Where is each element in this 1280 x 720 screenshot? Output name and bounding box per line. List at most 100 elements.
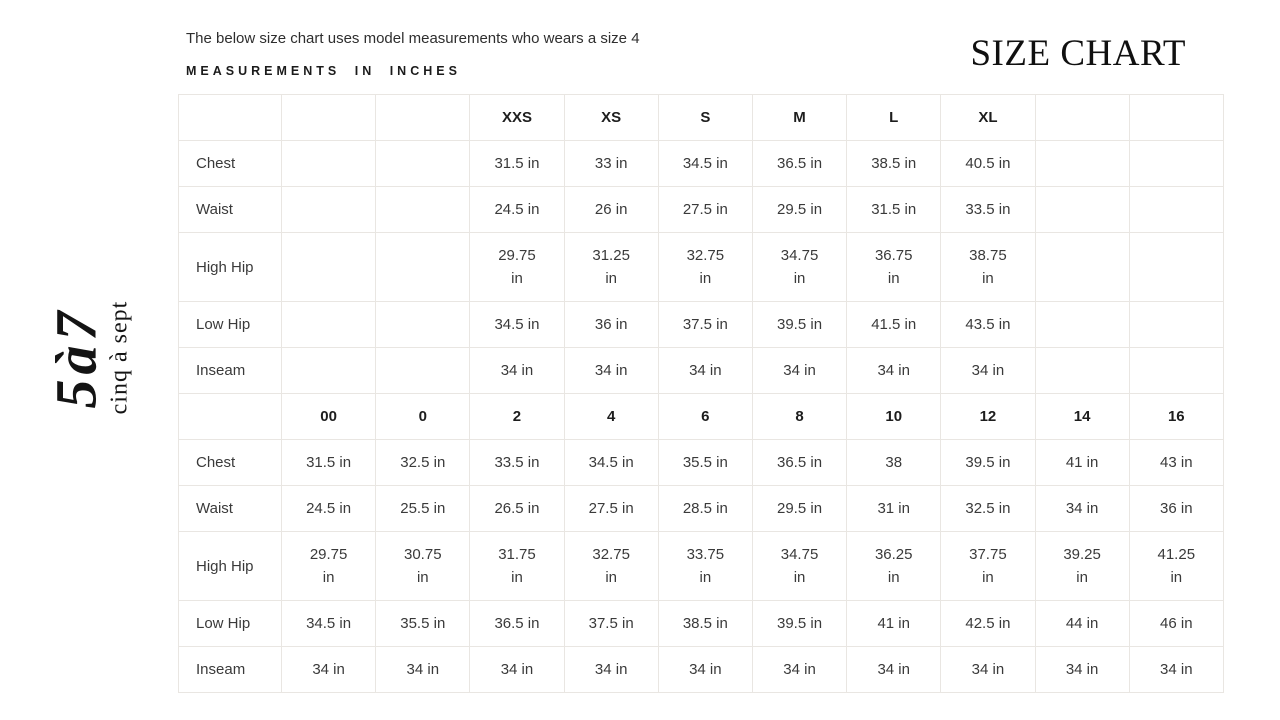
measurement-value-cell: 46 in bbox=[1128, 600, 1224, 647]
measurement-value-cell: 34 in bbox=[1128, 646, 1224, 693]
measurement-value-cell: 34 in bbox=[280, 646, 377, 693]
measurement-value-cell: 34 in bbox=[469, 646, 565, 693]
measurement-value-cell: 36 in bbox=[1128, 485, 1224, 532]
measurement-value-cell: 24.5 in bbox=[469, 186, 565, 233]
numeric-sizes-measurement-row: Inseam 34 in 34 in 34 in 34 in 34 in 34 in 34 i… bbox=[178, 646, 1224, 693]
measurement-value-cell bbox=[1034, 347, 1130, 394]
measurement-value-cell bbox=[280, 232, 377, 302]
measurement-value-cell: 34.75 in bbox=[751, 232, 848, 302]
measurement-value-cell: 42.5 in bbox=[940, 600, 1036, 647]
measurement-value-cell: 31.75 in bbox=[469, 531, 565, 601]
measurement-value-cell: 36.5 in bbox=[469, 600, 565, 647]
size-header-cell: 0 bbox=[375, 393, 471, 440]
measurement-value-cell bbox=[1128, 301, 1224, 348]
brand-logo: 5à7 cinq à sept bbox=[10, 273, 170, 443]
measurement-value-cell bbox=[375, 232, 471, 302]
measurement-value-cell: 26.5 in bbox=[469, 485, 565, 532]
measurement-value-cell bbox=[375, 140, 471, 187]
size-header-cell: L bbox=[846, 94, 942, 141]
measurement-value-cell: 32.75 in bbox=[563, 531, 659, 601]
measurements-note: MEASUREMENTS IN INCHES bbox=[186, 64, 461, 78]
measurement-value-cell: 34 in bbox=[375, 646, 471, 693]
measurement-value-cell: 38.5 in bbox=[657, 600, 753, 647]
size-header-cell: 10 bbox=[846, 393, 942, 440]
measurement-value-cell: 34 in bbox=[657, 646, 753, 693]
size-header-cell: 6 bbox=[657, 393, 753, 440]
measurement-value-cell: 29.5 in bbox=[751, 485, 848, 532]
measurement-value-cell: 34.5 in bbox=[657, 140, 753, 187]
measurement-value-cell bbox=[1128, 347, 1224, 394]
measurement-value-cell: 29.75 in bbox=[280, 531, 377, 601]
measurement-value-cell: 33.5 in bbox=[940, 186, 1036, 233]
measurement-value-cell: 36.5 in bbox=[751, 439, 848, 486]
size-header-cell: XXS bbox=[469, 94, 565, 141]
measurement-value-cell: 36.5 in bbox=[751, 140, 848, 187]
measurement-value-cell: 35.5 in bbox=[657, 439, 753, 486]
size-header-cell: 12 bbox=[940, 393, 1036, 440]
numeric-sizes-measurement-row: Low Hip 34.5 in 35.5 in 36.5 in 37.5 in 38.5 … bbox=[178, 600, 1224, 647]
measurement-label: High Hip bbox=[178, 232, 282, 302]
measurement-label: Chest bbox=[178, 140, 282, 187]
measurement-value-cell: 33.75 in bbox=[657, 531, 753, 601]
numeric-sizes-measurement-row: High Hip 29.75 in 30.75 in 31.75 in 32.75 in… bbox=[178, 531, 1224, 601]
size-header-cell: XS bbox=[563, 94, 659, 141]
measurement-value-cell: 34 in bbox=[563, 646, 659, 693]
measurement-value-cell: 31.5 in bbox=[280, 439, 377, 486]
size-header-cell bbox=[1034, 94, 1130, 141]
measurement-value-cell: 34.5 in bbox=[563, 439, 659, 486]
letter-sizes-measurement-row: Chest 31.5 in 33 in 34.5 in 36.5 in 38.5 in 40… bbox=[178, 140, 1224, 187]
measurement-value-cell bbox=[1128, 232, 1224, 302]
brand-logo-mark: 5à7 bbox=[43, 307, 109, 410]
measurement-label: Low Hip bbox=[178, 600, 282, 647]
measurement-value-cell: 34.75 in bbox=[751, 531, 848, 601]
size-header-cell bbox=[375, 94, 471, 141]
measurement-value-cell bbox=[280, 140, 377, 187]
measurement-value-cell bbox=[375, 301, 471, 348]
measurement-value-cell: 34 in bbox=[657, 347, 753, 394]
measurement-value-cell: 32.5 in bbox=[375, 439, 471, 486]
size-header-cell: 16 bbox=[1128, 393, 1224, 440]
size-header-cell: M bbox=[751, 94, 848, 141]
size-header-cell: 2 bbox=[469, 393, 565, 440]
measurement-value-cell: 31.5 in bbox=[846, 186, 942, 233]
measurement-value-cell bbox=[375, 186, 471, 233]
measurement-value-cell: 27.5 in bbox=[563, 485, 659, 532]
page-title: SIZE CHART bbox=[970, 33, 1186, 74]
measurement-value-cell: 24.5 in bbox=[280, 485, 377, 532]
measurement-value-cell: 35.5 in bbox=[375, 600, 471, 647]
measurement-value-cell: 34 in bbox=[751, 347, 848, 394]
measurement-value-cell: 33.5 in bbox=[469, 439, 565, 486]
measurement-value-cell: 39.5 in bbox=[751, 600, 848, 647]
brand-logo-rotated-block: 5à7 cinq à sept bbox=[43, 301, 132, 415]
measurement-value-cell: 39.25 in bbox=[1034, 531, 1130, 601]
measurement-value-cell: 40.5 in bbox=[940, 140, 1036, 187]
measurement-value-cell: 34.5 in bbox=[280, 600, 377, 647]
measurement-value-cell: 28.5 in bbox=[657, 485, 753, 532]
measurement-value-cell: 43.5 in bbox=[940, 301, 1036, 348]
measurement-value-cell: 25.5 in bbox=[375, 485, 471, 532]
measurement-value-cell bbox=[1128, 186, 1224, 233]
measurement-value-cell: 38.5 in bbox=[846, 140, 942, 187]
measurement-value-cell: 36.25 in bbox=[846, 531, 942, 601]
measurement-value-cell: 34 in bbox=[940, 347, 1036, 394]
numeric-sizes-measurement-row: Waist 24.5 in 25.5 in 26.5 in 27.5 in 28.5 in… bbox=[178, 485, 1224, 532]
measurement-value-cell: 34 in bbox=[469, 347, 565, 394]
measurement-label: Chest bbox=[178, 439, 282, 486]
measurement-value-cell: 29.5 in bbox=[751, 186, 848, 233]
measurement-label: High Hip bbox=[178, 531, 282, 601]
measurement-value-cell bbox=[375, 347, 471, 394]
letter-sizes-measurement-row: Low Hip 34.5 in 36 in 37.5 in 39.5 in 41.5 in… bbox=[178, 301, 1224, 348]
letter-sizes-measurement-row: High Hip 29.75 in 31.25 in 32.75 in 34.75 in… bbox=[178, 232, 1224, 302]
measurement-value-cell: 34 in bbox=[1034, 646, 1130, 693]
measurement-value-cell: 32.5 in bbox=[940, 485, 1036, 532]
measurement-value-cell bbox=[1128, 140, 1224, 187]
header-label-cell bbox=[178, 94, 282, 141]
size-table: XXS XS S M L XL Chest 31.5 in 33 in 34.5 in 36.5 i… bbox=[178, 94, 1224, 693]
measurement-value-cell: 29.75 in bbox=[469, 232, 565, 302]
measurement-value-cell: 34 in bbox=[1034, 485, 1130, 532]
measurement-value-cell: 37.5 in bbox=[563, 600, 659, 647]
measurement-value-cell: 27.5 in bbox=[657, 186, 753, 233]
measurement-label: Low Hip bbox=[178, 301, 282, 348]
measurement-value-cell: 31 in bbox=[846, 485, 942, 532]
